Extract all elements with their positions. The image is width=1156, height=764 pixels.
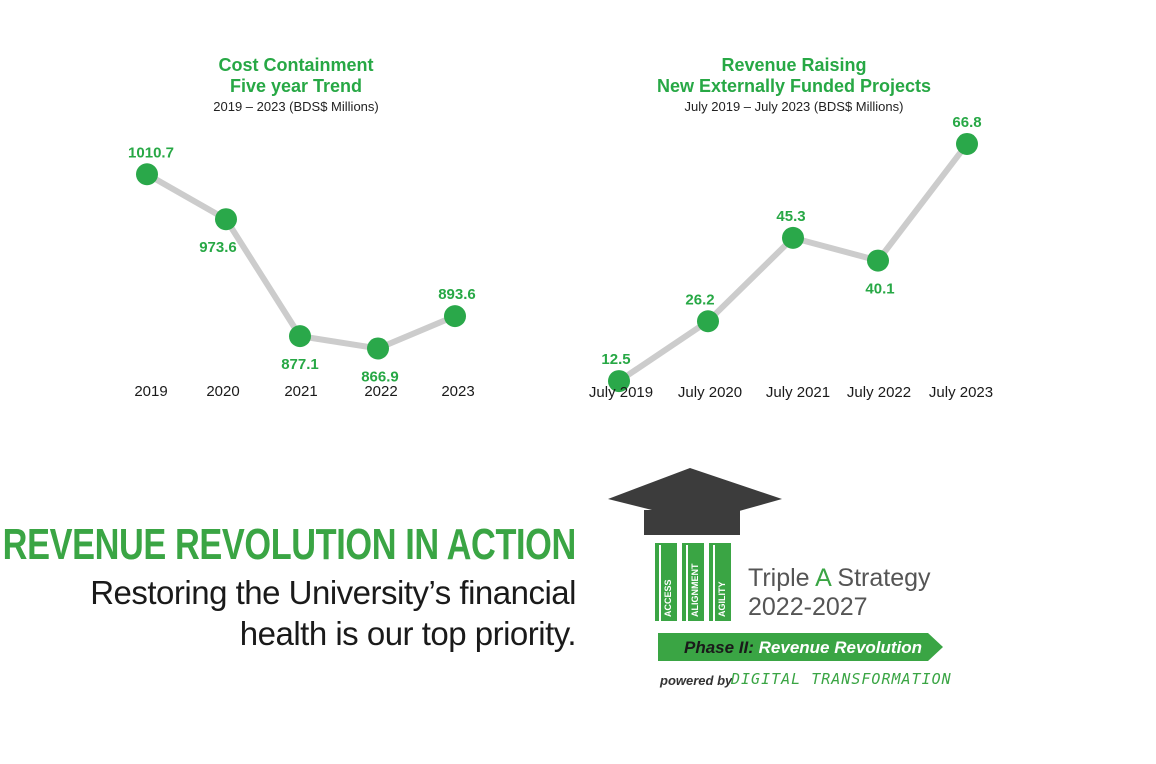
phase-banner [658,633,943,661]
chart1-point-0 [136,163,158,186]
strategy-years: 2022-2027 [748,593,868,621]
chart2-x-tick-4: July 2023 [929,384,993,401]
chart1-data-label-3: 866.9 [361,368,399,385]
chart2-x-tick-3: July 2022 [847,384,911,401]
chart1-point-4 [444,305,466,328]
chart1-x-tick-3: 2022 [364,383,397,400]
chart2-data-label-1: 26.2 [685,291,714,308]
chart2-subtitle: July 2019 – July 2023 (BDS$ Millions) [684,99,904,114]
headline: REVENUE REVOLUTION IN ACTION [2,520,577,569]
strategy-title: Triple A Strategy [748,564,931,592]
chart2-x-tick-2: July 2021 [766,384,830,401]
revenue-raising-chart: 12.5 July 2019 26.2 July 2020 45.3 July 2021 4… [589,114,993,401]
chart1-x-tick-1: 2020 [206,383,239,400]
chart2-title-line1: Revenue Raising [721,55,867,75]
powered-by-label: powered by [659,673,733,688]
chart1-point-1 [215,208,237,231]
chart1-data-label-4: 893.6 [438,286,476,303]
chart2-title-line2: New Externally Funded Projects [656,76,932,96]
chart1-title: Cost Containment Five year Trend [146,55,446,97]
phase-banner-text: Phase II: Revenue Revolution [684,638,922,657]
pillar-agility-label: AGILITY [717,582,727,618]
chart1-data-label-0: 1010.7 [128,144,174,161]
chart1-subtitle: 2019 – 2023 (BDS$ Millions) [213,99,379,114]
triple-a-strategy-logo: ACCESS ALIGNMENT AGILITY Triple A Strate… [608,468,952,688]
chart2-data-label-0: 12.5 [601,351,630,368]
chart2-point-0 [608,370,630,393]
chart2-x-tick-1: July 2020 [678,384,742,401]
chart2-x-tick-0: July 2019 [589,384,653,401]
chart2-data-label-3: 40.1 [865,281,894,298]
tagline-line1: Restoring the University’s financial [90,574,576,611]
chart2-data-label-4: 66.8 [952,114,981,131]
chart1-title-line2: Five year Trend [229,76,363,96]
tagline: Restoring the University’s financial hea… [16,572,576,654]
chart1-x-tick-2: 2021 [284,383,317,400]
chart2-series-line [616,140,970,385]
chart1-title-line1: Cost Containment [218,55,374,75]
chart2-point-1 [697,310,719,333]
chart1-point-2 [289,325,311,348]
pillar-access-label: ACCESS [663,579,673,617]
chart2-title: Revenue Raising New Externally Funded Pr… [594,55,994,97]
pillar-alignment-label: ALIGNMENT [690,563,700,617]
chart1-data-label-1: 973.6 [199,239,237,256]
cap-base-icon [644,510,740,535]
graduation-cap-icon [608,468,782,522]
chart1-data-label-2: 877.1 [281,356,319,373]
chart2-point-3 [867,249,889,272]
digital-transformation-label: DIGITAL TRANSFORMATION [730,670,952,688]
chart2-data-label-2: 45.3 [776,208,805,225]
chart1-x-tick-4: 2023 [441,383,474,400]
chart1-x-tick-0: 2019 [134,383,167,400]
chart1-point-3 [367,337,389,360]
chart2-point-2 [782,226,804,249]
tagline-line2: health is our top priority. [239,615,577,652]
chart2-point-4 [956,132,978,155]
